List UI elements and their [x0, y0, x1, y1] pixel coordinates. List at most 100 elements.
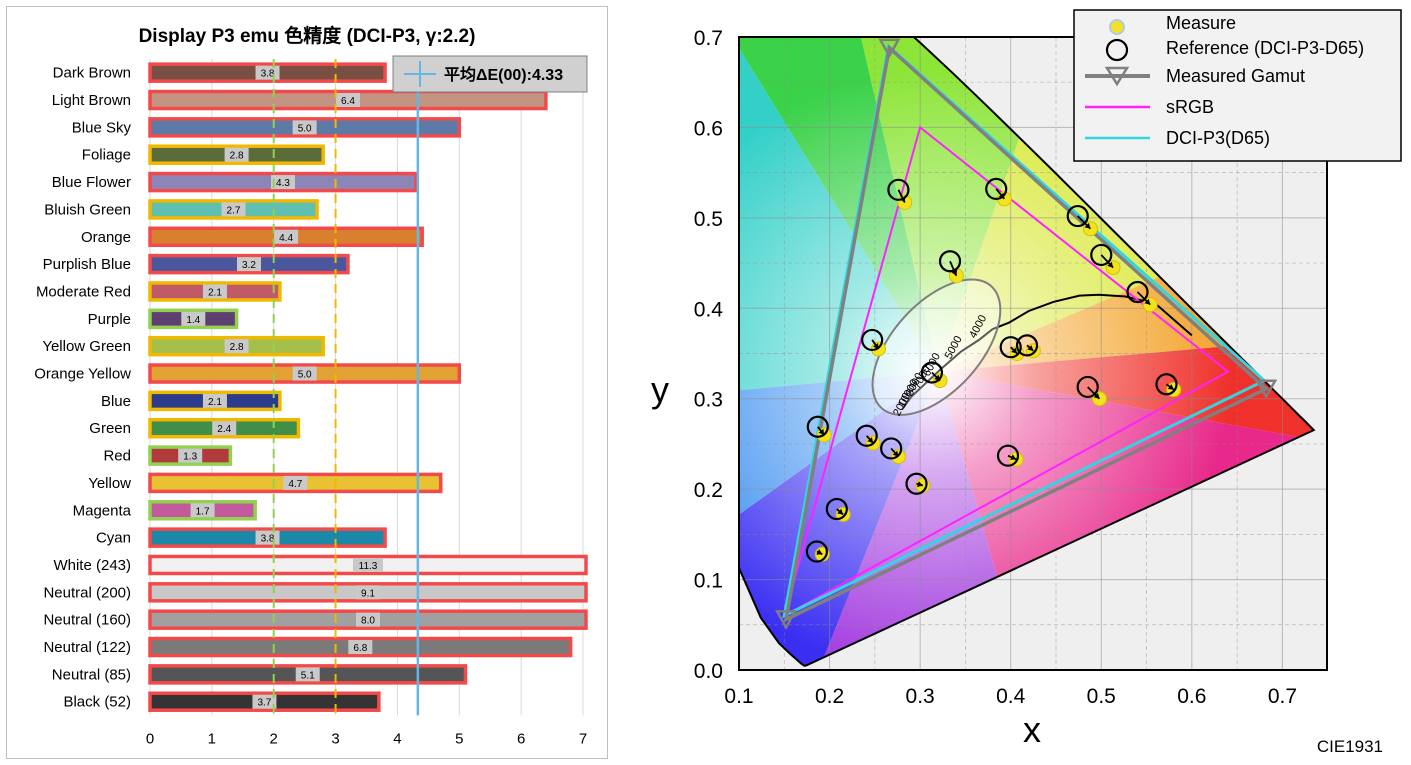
reference-point	[999, 336, 1022, 359]
error-arrow-head	[1144, 298, 1151, 305]
bar-value-label: 2.7	[227, 205, 241, 216]
bar-value-label: 9.1	[361, 588, 375, 599]
bar-value-bg	[356, 612, 380, 627]
reference-point	[905, 472, 928, 495]
error-arrow-head	[998, 192, 1005, 199]
bar-value-label: 1.3	[183, 452, 197, 463]
bar-value-label: 5.1	[301, 670, 315, 681]
left-x-tick-label: 7	[579, 730, 587, 747]
reference-point	[1015, 334, 1039, 357]
category-label-black-52: Black (52)	[63, 694, 131, 711]
category-label-yellow-green: Yellow Green	[42, 338, 131, 355]
category-label-red: Red	[103, 448, 131, 465]
category-label-light-brown: Light Brown	[52, 92, 131, 109]
cie-legend-box	[1073, 9, 1402, 162]
bar-value-bg	[353, 557, 383, 572]
error-arrow-head	[1093, 392, 1100, 399]
reference-point	[1090, 243, 1113, 267]
cie-y-tick-label: 0.5	[694, 208, 723, 231]
cie-x-tick-label: 0.1	[724, 685, 753, 708]
bar-value-bg	[292, 366, 317, 381]
category-label-foliage: Foliage	[82, 147, 131, 164]
category-label-blue: Blue	[101, 393, 131, 410]
category-label-neutral-122: Neutral (122)	[43, 639, 131, 656]
bar-value-bg	[274, 229, 299, 244]
bar-value-bg	[252, 694, 277, 709]
gamut-vertex-marker	[774, 610, 798, 630]
gamut-vertex-marker	[878, 38, 901, 59]
bar-value-bg	[190, 503, 215, 518]
reference-point	[1155, 373, 1178, 396]
left-legend: 平均ΔE(00):4.33	[392, 55, 588, 93]
gamut-vertex-marker	[1254, 379, 1278, 400]
error-arrow-head	[867, 437, 874, 444]
bar-value-bg	[270, 175, 295, 190]
left-x-tick-labels: 0 1 2 3 4 5 6 7	[146, 730, 587, 747]
category-label-cyan: Cyan	[96, 530, 131, 547]
error-arrow-head	[1107, 261, 1114, 268]
legend-gamut-marker	[1104, 66, 1130, 87]
bar-value-bg	[224, 339, 249, 354]
measured-gamut-triangle	[783, 44, 1270, 623]
cie-corner-label: CIE1931	[1317, 737, 1383, 756]
category-label-moderate-red: Moderate Red	[36, 283, 131, 300]
reference-point	[985, 177, 1008, 201]
cie-x-tick-label: 0.6	[1177, 685, 1206, 708]
bar-value-label: 2.8	[230, 151, 244, 162]
error-arrow-head	[837, 508, 844, 515]
left-x-tick-label: 6	[517, 730, 525, 747]
planckian-curve	[901, 293, 1193, 411]
legend-entry-measured-gamut: Measured Gamut	[1166, 66, 1305, 86]
bar-value-bg	[335, 93, 360, 108]
reference-point	[806, 415, 829, 438]
dci-p3-triangle	[782, 43, 1267, 619]
reference-point	[855, 424, 878, 447]
left-x-tick-label: 0	[146, 730, 154, 747]
srgb-triangle	[782, 125, 1230, 618]
legend-measure-swatch	[1109, 19, 1125, 35]
cie-axes: 0.1 0.2 0.3 0.4 0.5 0.6 0.70.00.10.20.30.40.50…	[694, 27, 1328, 708]
reference-point	[1126, 280, 1149, 304]
left-gridlines	[149, 59, 584, 716]
error-arrow-head	[899, 196, 906, 203]
bar-value-label: 1.7	[196, 506, 210, 517]
cie-y-tick-label: 0.3	[694, 389, 723, 412]
bar-value-bg	[292, 120, 317, 135]
bar-value-label: 4.4	[279, 233, 293, 244]
reference-point	[1076, 375, 1099, 399]
measurement-points	[805, 177, 1182, 563]
gamut-triangles	[774, 38, 1278, 630]
bar-value-label: 2.1	[208, 397, 222, 408]
cie-x-tick-label: 0.5	[1087, 685, 1116, 708]
bar-value-bg	[295, 667, 320, 682]
error-arrow-head	[1167, 384, 1174, 390]
cie-x-tick-label: 0.4	[996, 685, 1026, 708]
bar-value-label: 3.7	[257, 698, 271, 709]
left-x-tick-label: 5	[455, 730, 463, 747]
cie-y-tick-label: 0.6	[694, 117, 723, 140]
left-category-labels: Dark Brown Light Brown Blue Sky Foliage Blue…	[34, 65, 131, 711]
legend-reference-swatch	[1105, 38, 1129, 62]
left-reference-lines	[272, 59, 420, 716]
cie-x-tick-label: 0.3	[906, 685, 935, 708]
error-arrow-head	[1010, 454, 1017, 461]
category-label-orange-yellow: Orange Yellow	[34, 366, 131, 383]
bar-value-bg	[283, 475, 308, 490]
error-arrow-head	[951, 269, 958, 276]
bar-value-label: 4.7	[288, 479, 302, 490]
error-arrow-head	[816, 549, 823, 555]
category-label-neutral-85: Neutral (85)	[52, 666, 131, 683]
cie-y-tick-label: 0.0	[694, 660, 723, 683]
bar-value-label: 8.0	[361, 616, 375, 627]
cie-y-axis-label: y	[651, 369, 669, 410]
reference-point	[1066, 204, 1089, 228]
bar-value-label: 6.8	[353, 643, 367, 654]
cie-y-tick-label: 0.4	[694, 298, 724, 321]
bar-value-label: 3.8	[261, 69, 275, 80]
error-arrow-head	[1011, 347, 1018, 354]
left-x-tick-label: 4	[393, 730, 401, 747]
category-label-neutral-200: Neutral (200)	[43, 584, 131, 601]
cie-y-tick-label: 0.7	[694, 27, 723, 50]
